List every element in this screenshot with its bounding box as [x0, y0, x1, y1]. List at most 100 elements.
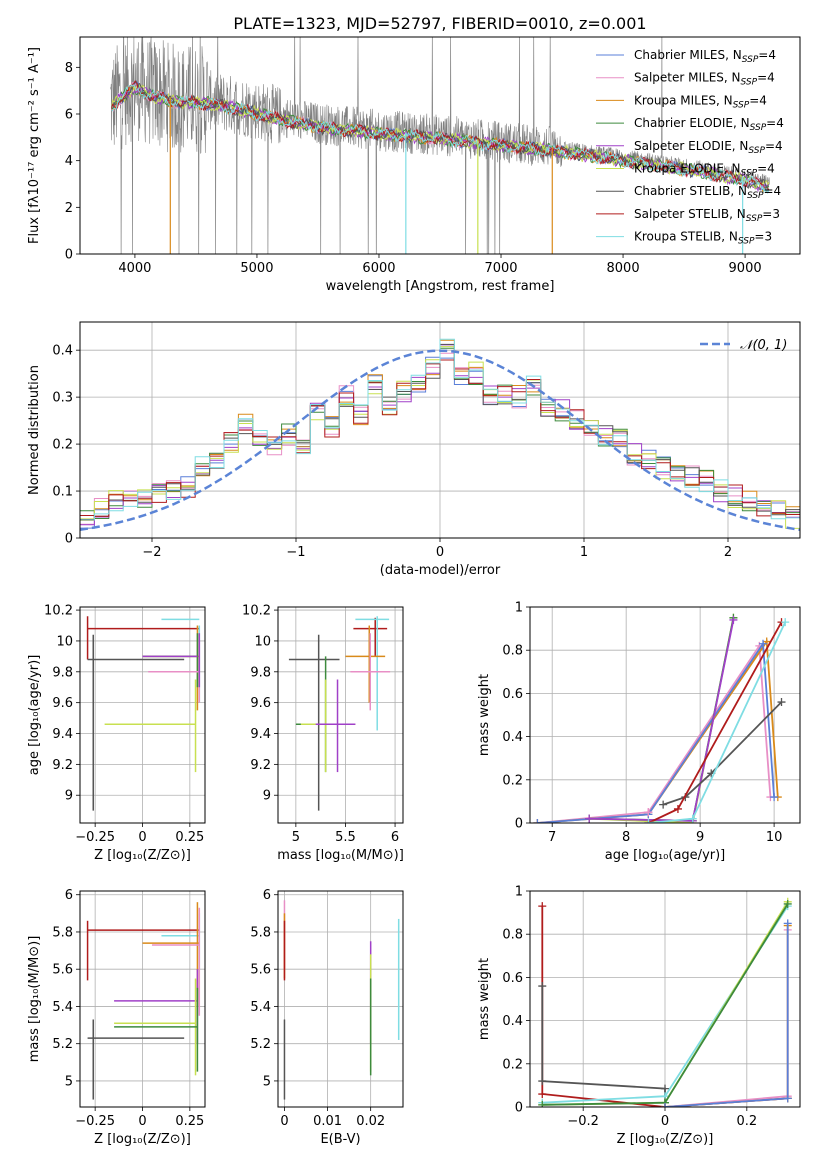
x-axis-label: E(B-V): [320, 1132, 360, 1147]
data-point-marker: [538, 1090, 547, 1099]
y-tick-label: 0.4: [502, 730, 523, 745]
legend-label: Chabrier ELODIE, NSSP=4: [634, 116, 784, 133]
axes-frame: [277, 606, 404, 824]
y-tick-label: 4: [65, 154, 73, 169]
y-tick-label: 0.4: [52, 344, 73, 359]
plot-area: [80, 607, 205, 823]
series-line-kroupa_miles: [664, 925, 789, 1107]
y-tick-label: 9.6: [250, 696, 271, 711]
series-line-chabrier_stelib: [662, 701, 783, 806]
plot-area: [80, 322, 800, 538]
legend-subscript: SSP: [746, 214, 763, 224]
legend-label: Kroupa MILES, NSSP=4: [634, 93, 767, 110]
model-line-salpeter_elodie: [111, 86, 770, 193]
data-spectrum-line: [110, 37, 770, 254]
x-axis-label: mass [log₁₀(M/M⊙)]: [277, 848, 404, 863]
x-axis-label: wavelength [Angstrom, rest frame]: [326, 279, 555, 294]
x-tick-label: 0: [138, 830, 146, 845]
series-line-chabrier_miles: [664, 923, 789, 1107]
y-tick-label: 5.4: [52, 1000, 73, 1015]
x-tick-label: 0.02: [356, 1114, 385, 1129]
panel-mass-vs-EBV: 0 0.01 0.02 5 5.2 5.4 5.6 5.8 6 E(B-V): [250, 888, 404, 1147]
x-tick-label: 0.25: [175, 830, 204, 845]
y-tick-label: 9.6: [52, 696, 73, 711]
y-tick-label: 0.3: [52, 391, 73, 406]
x-tick-label: −0.25: [75, 830, 115, 845]
data-point-marker: [673, 804, 682, 813]
x-tick-label: 6: [391, 830, 399, 845]
legend-subscript: SSP: [741, 169, 758, 179]
axes-frame: [79, 321, 801, 539]
legend-subscript: SSP: [747, 191, 764, 201]
legend-label-rest: =4: [757, 71, 775, 85]
x-tick-label: −1: [286, 545, 305, 560]
y-tick-label: 10.2: [242, 604, 271, 619]
plot-area: [278, 607, 403, 823]
y-tick-label: 5.2: [250, 1037, 271, 1052]
y-tick-label: 5.8: [250, 925, 271, 940]
legend-subscript: SSP: [748, 146, 765, 156]
plot-area: [530, 607, 800, 823]
x-axis-label: age [log₁₀(age/yr)]: [605, 848, 726, 863]
x-axis-label: Z [log₁₀(Z/Z⊙)]: [94, 1132, 191, 1147]
x-tick-label: 0: [436, 545, 444, 560]
y-tick-label: 0.2: [52, 438, 73, 453]
y-tick-label: 0: [515, 1101, 523, 1116]
gaussian-curve: [80, 349, 800, 532]
legend-subscript: SSP: [741, 78, 758, 88]
plot-area: [110, 37, 770, 254]
panel-weight-vs-Z: −0.2 0 0.2 0 0.2 0.4 0.6 0.8 1 Z [log₁₀(Z/Z⊙)] mas…: [477, 885, 801, 1147]
y-tick-label: 9: [65, 789, 73, 804]
data-point-marker: [585, 814, 594, 823]
legend-subscript: SSP: [750, 123, 767, 133]
x-tick-label: −0.2: [567, 1114, 599, 1129]
hist-step-chabrier_stelib: [80, 343, 800, 520]
legend-label: Chabrier STELIB, NSSP=4: [634, 184, 781, 201]
y-tick-label: 1: [515, 601, 523, 616]
y-axis-label: mass weight: [477, 674, 492, 756]
y-tick-label: 0: [65, 532, 73, 547]
data-point-marker: [777, 698, 786, 707]
y-axis-label: mass [log₁₀(M/M⊙)]: [27, 936, 42, 1063]
axes-frame: [79, 36, 801, 255]
legend-label-rest: =3: [762, 207, 780, 221]
y-tick-label: 5.2: [52, 1037, 73, 1052]
data-point-marker: [661, 1084, 669, 1093]
y-tick-label: 0.8: [502, 644, 523, 659]
y-tick-label: 5: [263, 1074, 271, 1089]
axes-frame: [529, 606, 801, 824]
data-point-marker: [783, 919, 792, 928]
data-point-marker: [759, 639, 768, 648]
series-line-kroupa_miles: [537, 638, 779, 823]
x-tick-label: 8: [622, 830, 630, 845]
data-point-marker: [659, 800, 668, 809]
x-tick-label: −0.25: [75, 1114, 115, 1129]
y-tick-label: 2: [65, 201, 73, 216]
data-point-marker: [538, 1077, 547, 1086]
y-tick-label: 10: [254, 634, 271, 649]
legend-label: Salpeter MILES, NSSP=4: [634, 71, 775, 88]
legend-label: Salpeter ELODIE, NSSP=4: [634, 139, 783, 156]
y-tick-label: 0.2: [502, 1057, 523, 1072]
legend-subscript: SSP: [742, 55, 759, 65]
data-point-marker: [533, 819, 542, 823]
legend-label-rest: =4: [749, 93, 767, 107]
y-tick-label: 9.4: [52, 727, 73, 742]
x-tick-label: 0.25: [175, 1114, 204, 1129]
y-tick-label: 0.8: [502, 928, 523, 943]
x-tick-label: 10: [766, 830, 783, 845]
y-tick-label: 9: [263, 789, 271, 804]
figure-title: PLATE=1323, MJD=52797, FIBERID=0010, z=0…: [233, 14, 646, 33]
y-tick-label: 9.8: [52, 665, 73, 680]
x-tick-label: 8000: [607, 261, 640, 276]
y-axis-label: Normed distribution: [27, 365, 42, 495]
data-point-marker: [783, 899, 792, 908]
legend-label: Kroupa ELODIE, NSSP=4: [634, 162, 775, 179]
data-point-marker: [783, 1094, 792, 1103]
data-point-marker: [644, 819, 653, 823]
data-point-marker: [770, 793, 779, 802]
x-tick-label: 1: [580, 545, 588, 560]
y-tick-label: 5.6: [52, 963, 73, 978]
model-line-kroupa_stelib: [111, 84, 770, 195]
